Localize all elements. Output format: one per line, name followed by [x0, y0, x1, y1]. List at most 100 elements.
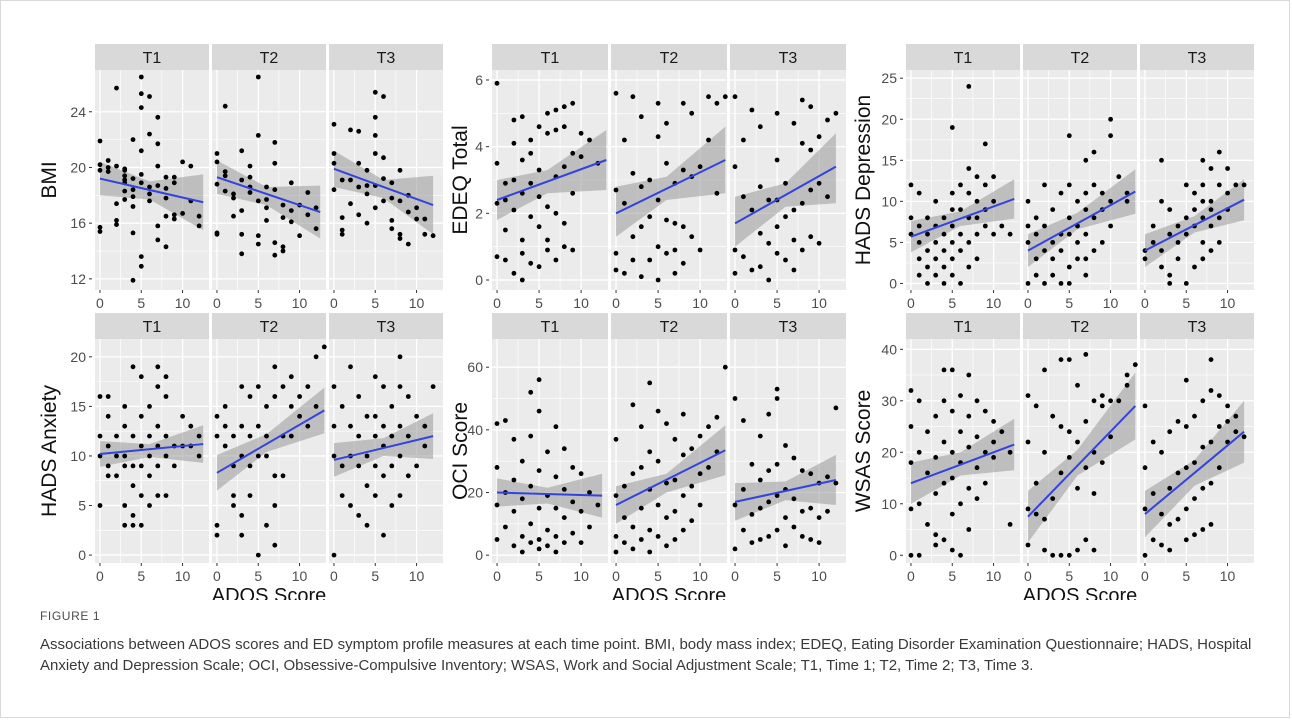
- chart-6-panel-t1-point: [916, 398, 922, 404]
- chart-1-panel-t1-point: [138, 148, 144, 154]
- chart-4-panel-t2-point: [247, 433, 253, 439]
- chart-6-panel-t2-point: [1099, 403, 1105, 409]
- chart-1-panel-t2-point: [214, 181, 220, 187]
- chart-6-panel-t1-point: [982, 480, 988, 486]
- chart-5-panel-t2-point: [697, 471, 703, 477]
- chart-2-panel-t1-strip: [492, 44, 608, 70]
- chart-5-panel-t2-point: [697, 433, 703, 439]
- chart-3-panel-t1-point: [974, 215, 980, 221]
- chart-6-panel-t3-fit-line: [1144, 430, 1245, 515]
- chart-5-panel-t1-point: [553, 424, 559, 430]
- chart-6-panel-t3-point: [1142, 552, 1148, 558]
- chart-5-panel-t1-point: [519, 458, 525, 464]
- chart-1-panel-t1-point: [122, 188, 128, 194]
- chart-1-panel-t3-point: [414, 216, 419, 222]
- chart-6-panel-t2-strip-label: T2: [1071, 319, 1090, 336]
- chart-4-panel-t1-strip: [95, 313, 209, 339]
- chart-2-panel-t2-point: [613, 187, 619, 193]
- chart-4-panel-t2-point: [231, 503, 236, 508]
- chart-2-panel-t3-point: [783, 180, 788, 186]
- chart-1-panel-t2-point: [231, 191, 236, 197]
- chart-5-panel-t3-point: [799, 468, 805, 473]
- chart-1-panel-t3-point: [389, 180, 395, 186]
- chart-3-panel-t2-x-tick-label: 10: [1103, 295, 1119, 311]
- chart-5-panel-t2-point: [638, 424, 644, 430]
- chart-4-y-tick-label: 10: [70, 448, 86, 464]
- chart-5-panel-t2-point: [655, 534, 661, 539]
- chart-1-panel-t1-point: [114, 218, 119, 223]
- chart-1-panel-t3-point: [397, 231, 403, 237]
- chart-5-panel-t3-point: [783, 543, 788, 549]
- chart-4-panel-t3-point: [339, 463, 345, 469]
- chart-2-panel-t1-x-tick-label: 5: [535, 295, 543, 311]
- chart-5-panel-t2-confidence-band: [616, 425, 726, 524]
- chart-3-panel-t2: T2 0 5 10: [1023, 44, 1137, 311]
- chart-5-panel-t1-point: [595, 502, 601, 508]
- chart-5-panel-t3-point: [791, 455, 797, 461]
- chart-4-panel-t3-point: [389, 433, 395, 439]
- chart-6-panel-t2-point: [1066, 552, 1072, 558]
- chart-2-panel-t2-point: [697, 164, 703, 170]
- chart-1-panel-t3-strip-label: T3: [377, 50, 396, 67]
- chart-1-panel-t3-point: [339, 177, 345, 183]
- chart-1-panel-t2-point: [288, 208, 294, 214]
- chart-3-panel-t1-point: [966, 166, 972, 171]
- chart-2-panel-t3-point: [791, 267, 797, 273]
- chart-6-panel-t1-point: [974, 398, 980, 404]
- chart-4-panel-t3-point: [422, 443, 428, 449]
- chart-5-panel-t3-point: [783, 515, 788, 520]
- chart-2-panel-t2-fit-line: [615, 159, 726, 215]
- chart-4-panel-t1-point: [114, 473, 119, 479]
- chart-4-panel-t2-point: [313, 404, 319, 409]
- chart-5-panel-t1-point: [511, 543, 517, 549]
- chart-2-panel-t2-point: [689, 234, 695, 240]
- chart-1-panel-t1-point: [130, 187, 136, 193]
- chart-3-y-tick-label: 20: [881, 111, 897, 127]
- chart-1-panel-t3-point: [422, 216, 428, 222]
- chart-4-panel-t1-point: [130, 463, 136, 469]
- chart-5-panel-t1-point: [528, 433, 534, 439]
- chart-3-panel-t1-point: [925, 281, 930, 286]
- chart-1-panel-t1-x-tick-label: 0: [96, 295, 104, 311]
- chart-1-panel-t2-point: [247, 174, 253, 180]
- chart-5-panel-t1-point: [587, 524, 592, 530]
- chart-3-panel-t3-point: [1200, 157, 1206, 163]
- chart-4-panel-t2-point: [288, 404, 294, 409]
- chart-3-panel-t1-point: [941, 215, 947, 221]
- chart-3-panel-t1-point: [941, 231, 947, 237]
- chart-6-panel-t3-point: [1192, 460, 1197, 465]
- chart-2-panel-t3-point: [766, 197, 772, 203]
- chart-5-y-tick-label: 20: [467, 485, 483, 501]
- chart-2-panel-t1-fit-line: [496, 159, 607, 201]
- chart-4-panel-t2-point: [321, 344, 327, 350]
- chart-4-panel-t1-point: [97, 394, 103, 399]
- chart-6-panel-t3-point: [1150, 491, 1156, 496]
- chart-1-panel-t2-point: [222, 188, 228, 194]
- chart-4-panel-t3-point: [356, 394, 362, 399]
- chart-1-panel-t1-point: [171, 212, 177, 218]
- chart-4-panel-t3-point: [405, 394, 411, 399]
- chart-3-panel-t3-point: [1150, 240, 1156, 245]
- chart-5-panel-t3-point: [757, 477, 763, 483]
- chart-6-panel-t2-point: [1083, 352, 1089, 357]
- chart-2-panel-t2-point: [647, 257, 653, 263]
- chart-4-panel-t3-x-tick-label: 10: [409, 568, 425, 584]
- chart-3-panel-t2-point: [1083, 256, 1089, 262]
- chart-3-panel-t2-point: [1042, 281, 1047, 286]
- chart-4-panel-t3-x-tick-label: 0: [330, 568, 338, 584]
- chart-6-panel-t1-point: [933, 491, 939, 496]
- chart-3-panel-t3-point: [1208, 207, 1214, 213]
- chart-1-panel-t2-point: [264, 184, 269, 190]
- chart-6-panel-t1-point: [933, 532, 939, 538]
- chart-2-panel-t3-x-tick-label: 5: [773, 295, 781, 311]
- chart-6-panel-t3-point: [1208, 480, 1214, 486]
- chart-5-panel-t3-strip-label: T3: [779, 319, 798, 336]
- chart-1-panel-t2-point: [222, 173, 228, 179]
- chart-1-panel-t1-point: [97, 229, 103, 234]
- chart-6-panel-t1-point: [916, 449, 922, 455]
- chart-2-panel-t2-confidence-band: [616, 126, 726, 237]
- chart-4-panel-t3-point: [331, 453, 337, 459]
- chart-1-panel-t3-point: [339, 227, 345, 233]
- chart-4-panel-t3-point: [397, 453, 403, 459]
- chart-1-panel-t2-strip: [212, 44, 326, 70]
